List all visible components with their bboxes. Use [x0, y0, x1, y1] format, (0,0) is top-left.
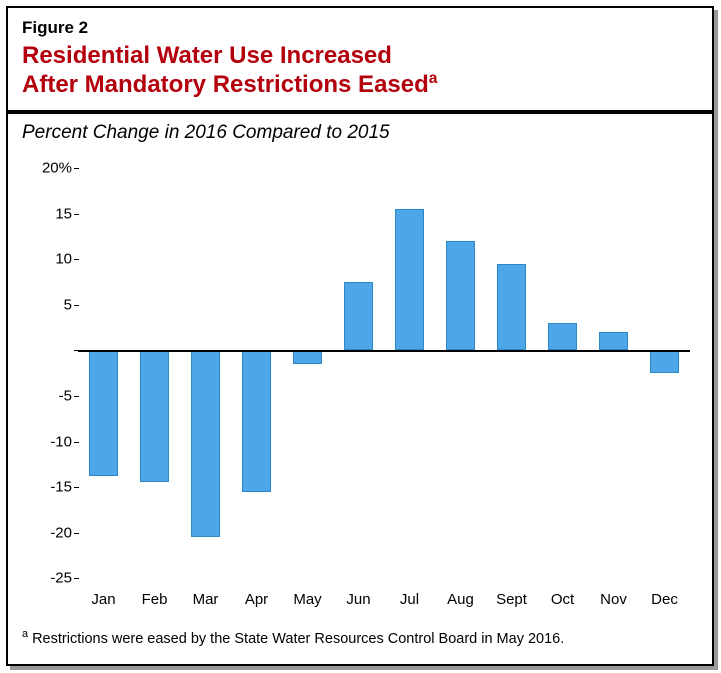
y-axis-label: -15 [22, 479, 72, 496]
chart-subtitle: Percent Change in 2016 Compared to 2015 [8, 114, 712, 144]
y-tick [74, 259, 79, 260]
y-tick [74, 168, 79, 169]
bar [293, 350, 322, 364]
x-axis-label: Sept [496, 591, 527, 608]
y-axis-label: 20% [22, 160, 72, 177]
y-axis-label: -5 [22, 387, 72, 404]
x-axis-label: Oct [551, 591, 574, 608]
y-tick [74, 578, 79, 579]
y-tick [74, 305, 79, 306]
figure-header: Figure 2 Residential Water Use Increased… [8, 8, 712, 106]
bar [140, 350, 169, 481]
y-axis-label: 10 [22, 251, 72, 268]
bar [191, 350, 220, 537]
zero-axis-line [78, 350, 690, 352]
footnote: a Restrictions were eased by the State W… [8, 628, 712, 647]
bar [89, 350, 118, 476]
y-axis-label: 5 [22, 296, 72, 313]
bar [242, 350, 271, 491]
bar [599, 332, 628, 350]
y-tick [74, 214, 79, 215]
title-line-1: Residential Water Use Increased [22, 42, 392, 69]
title-superscript: a [429, 70, 438, 87]
x-axis-label: Jan [91, 591, 115, 608]
y-tick [74, 442, 79, 443]
bar [395, 209, 424, 350]
x-axis-label: Nov [600, 591, 627, 608]
bar [446, 241, 475, 350]
bar [344, 282, 373, 350]
x-axis-label: May [293, 591, 321, 608]
title-line-2: After Mandatory Restrictions Eased [22, 71, 429, 98]
bar [650, 350, 679, 373]
y-tick [74, 487, 79, 488]
y-axis-label: 15 [22, 205, 72, 222]
figure-title: Residential Water Use Increased After Ma… [22, 42, 698, 98]
x-axis-label: Jul [400, 591, 419, 608]
x-axis-label: Apr [245, 591, 268, 608]
x-axis-label: Mar [193, 591, 219, 608]
bar-chart: 20%15105-5-10-15-20-25 JanFebMarAprMayJu… [22, 168, 698, 608]
bars-layer [78, 168, 690, 578]
x-axis-label: Jun [346, 591, 370, 608]
y-axis-label: -20 [22, 524, 72, 541]
y-tick [74, 396, 79, 397]
x-axis-label: Dec [651, 591, 678, 608]
y-axis-label: -10 [22, 433, 72, 450]
figure-label: Figure 2 [22, 18, 698, 38]
y-axis-label: -25 [22, 570, 72, 587]
x-axis-label: Feb [142, 591, 168, 608]
bar [497, 264, 526, 351]
plot-area [78, 168, 690, 578]
figure-container: Figure 2 Residential Water Use Increased… [6, 6, 714, 666]
x-axis-label: Aug [447, 591, 474, 608]
footnote-text: Restrictions were eased by the State Wat… [28, 631, 564, 647]
bar [548, 323, 577, 350]
y-tick [74, 533, 79, 534]
